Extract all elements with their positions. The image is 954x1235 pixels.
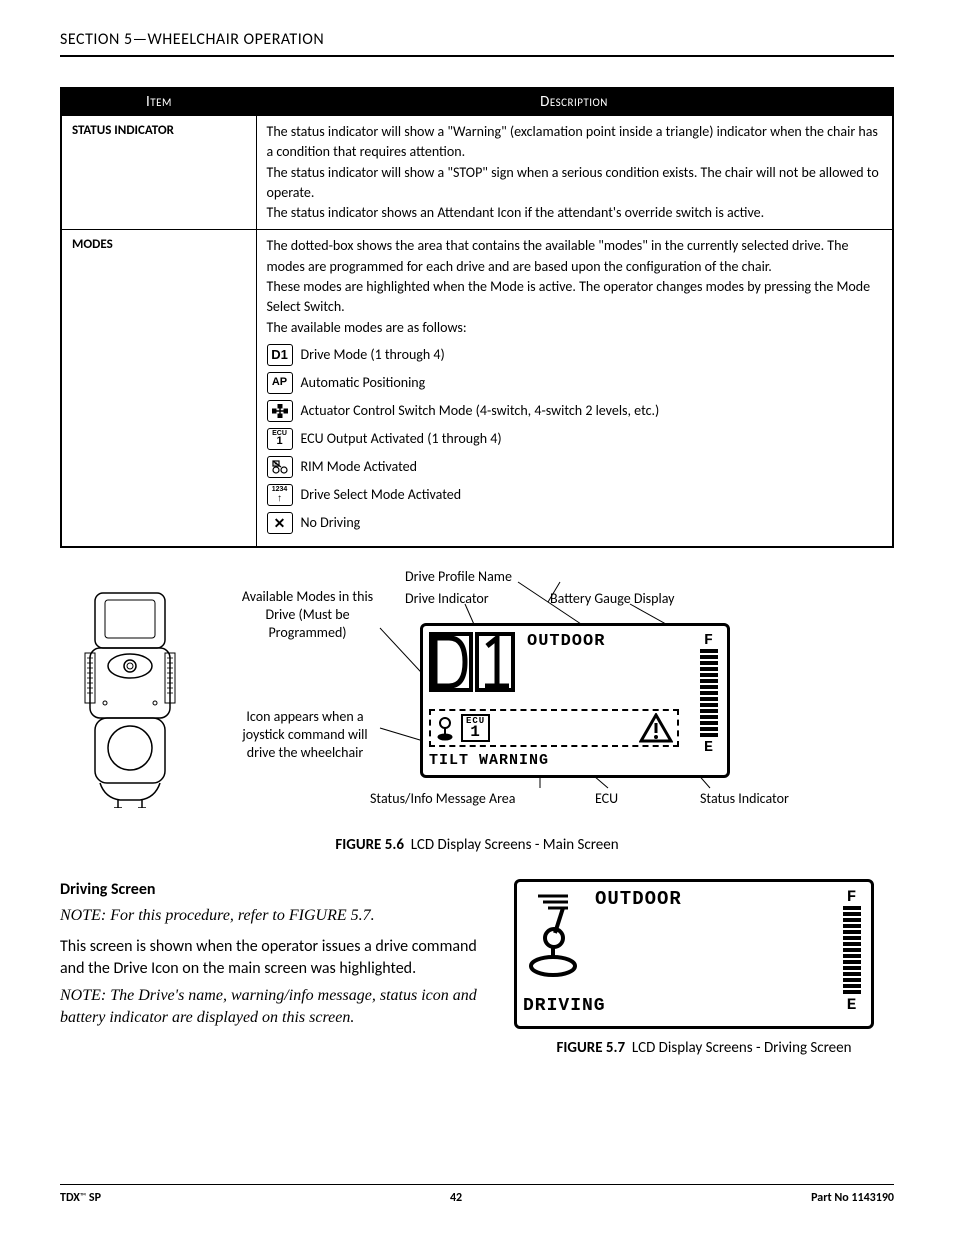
figure-5-6: Available Modes in this Drive (Must be P… xyxy=(60,568,894,828)
ecu-icon: ECU1 xyxy=(267,428,293,450)
page-footer: TDX™ SP 42 Part No 1143190 xyxy=(60,1184,894,1205)
driving-note1: NOTE: For this procedure, refer to FIGUR… xyxy=(60,905,484,927)
lcd-driving-text: DRIVING xyxy=(523,996,606,1016)
footer-page-number: 42 xyxy=(450,1191,462,1205)
desc-cell: The dotted-box shows the area that conta… xyxy=(256,230,893,547)
table-row: MODES The dotted-box shows the area that… xyxy=(61,230,893,547)
lcd-driving-outdoor: OUTDOOR xyxy=(595,888,682,910)
mode-label: ECU Output Activated (1 through 4) xyxy=(301,429,502,449)
lcd-f-label: F xyxy=(847,888,858,906)
mode-line: D1 Drive Mode (1 through 4) xyxy=(267,344,883,366)
d1-indicator xyxy=(429,632,519,692)
mode-label: Drive Select Mode Activated xyxy=(301,485,462,505)
lcd-driving-screen: OUTDOOR DRIVING F E xyxy=(514,879,874,1029)
callout-status-indicator: Status Indicator xyxy=(700,790,789,808)
callout-available-modes: Available Modes in this Drive (Must be P… xyxy=(235,588,380,643)
description-table: Item Description STATUS INDICATOR The st… xyxy=(60,87,894,548)
driving-joystick-icon xyxy=(523,888,583,978)
col-description: Description xyxy=(256,88,893,116)
item-cell: MODES xyxy=(61,230,256,547)
ecu-box: ECU 1 xyxy=(461,714,490,742)
lcd-main-screen: OUTDOOR ECU 1 TILT WARNING F xyxy=(420,623,730,778)
mode-label: Automatic Positioning xyxy=(301,373,426,393)
footer-right: Part No 1143190 xyxy=(811,1191,894,1205)
battery-gauge-icon xyxy=(843,906,861,996)
mode-label: No Driving xyxy=(301,513,361,533)
lcd-e-label: E xyxy=(704,739,714,756)
mode-line: ECU1 ECU Output Activated (1 through 4) xyxy=(267,428,883,450)
callout-icon-appears: Icon appears when a joystick command wil… xyxy=(230,708,380,763)
callout-battery: Battery Gauge Display xyxy=(550,590,675,608)
mode-line: 1234↑ Drive Select Mode Activated xyxy=(267,484,883,506)
no-drive-icon: ✕ xyxy=(267,512,293,534)
d1-icon: D1 xyxy=(267,344,293,366)
mode-label: Drive Mode (1 through 4) xyxy=(301,345,445,365)
lcd-tilt-warning: TILT WARNING xyxy=(429,752,549,769)
col-item: Item xyxy=(61,88,256,116)
mode-label: RIM Mode Activated xyxy=(301,457,417,477)
mode-line: Actuator Control Switch Mode (4-switch, … xyxy=(267,400,883,422)
battery-gauge-icon xyxy=(700,649,718,739)
figure-5-7-caption: FIGURE 5.7 LCD Display Screens - Driving… xyxy=(514,1039,894,1057)
footer-left: TDX™ SP xyxy=(60,1191,101,1205)
driving-body: This screen is shown when the operator i… xyxy=(60,936,484,979)
actuator-icon xyxy=(267,400,293,422)
mode-line: ✕ No Driving xyxy=(267,512,883,534)
callout-ecu: ECU xyxy=(595,790,618,808)
drive-select-icon: 1234↑ xyxy=(267,484,293,506)
rim-icon: R xyxy=(267,456,293,478)
mode-label: Actuator Control Switch Mode (4-switch, … xyxy=(301,401,660,421)
joystick-icon xyxy=(435,715,455,741)
section-header: SECTION 5—WHEELCHAIR OPERATION xyxy=(60,30,894,57)
joystick-illustration xyxy=(70,588,190,813)
callout-drive-indicator: Drive Indicator xyxy=(405,590,489,608)
callout-status-msg: Status/Info Message Area xyxy=(370,790,515,808)
item-cell: STATUS INDICATOR xyxy=(61,116,256,230)
figure-5-6-caption: FIGURE 5.6 LCD Display Screens - Main Sc… xyxy=(60,836,894,854)
mode-line: R RIM Mode Activated xyxy=(267,456,883,478)
ap-icon: AP xyxy=(267,372,293,394)
driving-heading: Driving Screen xyxy=(60,879,484,901)
lcd-f-label: F xyxy=(704,632,714,649)
lcd-e-label: E xyxy=(847,996,858,1014)
driving-screen-section: Driving Screen NOTE: For this procedure,… xyxy=(60,879,894,1057)
mode-line: AP Automatic Positioning xyxy=(267,372,883,394)
lcd-outdoor: OUTDOOR xyxy=(527,632,605,651)
table-row: STATUS INDICATOR The status indicator wi… xyxy=(61,116,893,230)
callout-drive-profile: Drive Profile Name xyxy=(405,568,512,586)
desc-cell: The status indicator will show a "Warnin… xyxy=(256,116,893,230)
driving-note2: NOTE: The Drive's name, warning/info mes… xyxy=(60,985,484,1028)
warning-triangle-icon xyxy=(639,713,673,743)
